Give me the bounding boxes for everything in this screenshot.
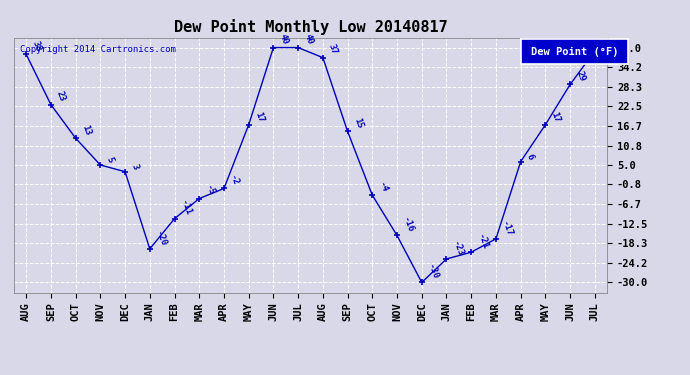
Text: Dew Point (°F): Dew Point (°F) [531,46,618,57]
Text: -20: -20 [154,229,168,248]
Text: 29: 29 [574,70,586,83]
Text: 23: 23 [55,90,67,103]
Text: 5: 5 [104,156,115,164]
Text: 6: 6 [525,152,535,160]
Text: 13: 13 [80,124,92,137]
Title: Dew Point Monthly Low 20140817: Dew Point Monthly Low 20140817 [174,19,447,35]
Text: 39: 39 [599,36,611,50]
Text: -17: -17 [500,219,514,237]
Text: 17: 17 [549,110,562,123]
Text: Copyright 2014 Cartronics.com: Copyright 2014 Cartronics.com [20,45,176,54]
Text: 3: 3 [129,162,139,170]
Text: -11: -11 [179,199,193,217]
Text: 40: 40 [277,33,290,46]
Text: -2: -2 [228,174,240,187]
Text: 37: 37 [327,43,339,56]
Text: -4: -4 [377,181,388,194]
Text: 15: 15 [352,117,364,130]
Text: 38: 38 [30,40,43,53]
Text: -21: -21 [475,232,489,251]
Text: -5: -5 [204,184,215,197]
Text: -23: -23 [451,239,464,258]
Text: 40: 40 [302,33,315,46]
Text: 17: 17 [253,110,265,123]
Text: -16: -16 [401,216,415,234]
Text: -30: -30 [426,263,440,281]
